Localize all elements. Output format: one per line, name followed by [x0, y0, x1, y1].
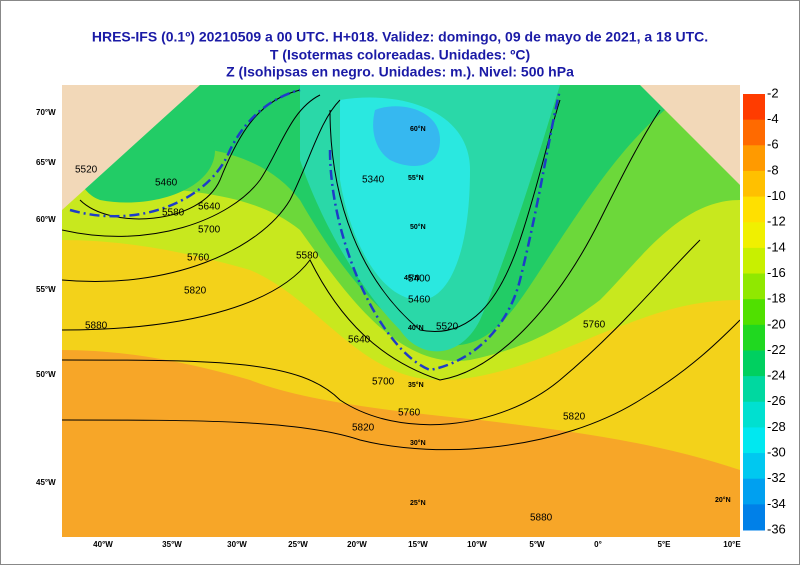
colorbar-label: -10 [767, 188, 786, 203]
colorbar-label: -6 [767, 137, 779, 152]
latitude-label: 40°N [408, 324, 424, 332]
latitude-label: 45°N [404, 274, 420, 282]
colorbar-label: -26 [767, 393, 786, 408]
contour-label: 5520 [75, 165, 98, 176]
colorbar-label: -4 [767, 111, 779, 126]
bottom-label: 40°W [93, 540, 113, 549]
colorbar-swatch [743, 196, 765, 223]
colorbar-label: -28 [767, 419, 786, 434]
colorbar-label: -2 [767, 85, 779, 100]
contour-label: 5400 [408, 274, 431, 285]
colorbar-swatch [743, 350, 765, 377]
bottom-label: 20°W [347, 540, 367, 549]
colorbar-label: -22 [767, 342, 786, 357]
map [62, 85, 740, 537]
colorbar-label: -14 [767, 239, 786, 254]
colorbar-label: -34 [767, 496, 786, 511]
contour-label: 5760 [398, 408, 421, 419]
colorbar-label: -16 [767, 265, 786, 280]
contour-label: 5760 [583, 320, 606, 331]
left-label: 55°W [36, 285, 56, 294]
contour-label: 5880 [530, 513, 553, 524]
bottom-label: 30°W [227, 540, 247, 549]
contour-label: 5520 [436, 322, 459, 333]
colorbar-label: -20 [767, 316, 786, 331]
bottom-label: 15°W [408, 540, 428, 549]
colorbar-label: -8 [767, 162, 779, 177]
left-label: 65°W [36, 158, 56, 167]
bottom-label: 0° [594, 540, 602, 549]
latitude-label: 20°N [715, 496, 731, 504]
bottom-label: 10°E [723, 540, 741, 549]
colorbar-label: -30 [767, 444, 786, 459]
colorbar-label: -24 [767, 368, 786, 383]
contour-label: 5640 [198, 202, 221, 213]
contour-label: 5340 [362, 175, 385, 186]
colorbar-swatch [743, 273, 765, 300]
contour-label: 5460 [408, 295, 431, 306]
colorbar-label: -32 [767, 470, 786, 485]
contour-label: 5820 [563, 412, 586, 423]
contour-label: 5580 [162, 208, 185, 219]
left-label: 60°W [36, 215, 56, 224]
contour-label: 5820 [184, 286, 207, 297]
latitude-label: 25°N [410, 499, 426, 507]
contour-label: 5820 [352, 423, 375, 434]
contour-label: 5640 [348, 335, 371, 346]
colorbar-swatch [743, 299, 765, 326]
colorbar-swatch [743, 119, 765, 146]
latitude-label: 30°N [410, 439, 426, 447]
colorbar-label: -18 [767, 291, 786, 306]
contour-label: 5880 [85, 321, 108, 332]
colorbar-swatch [743, 170, 765, 198]
bottom-label: 10°W [467, 540, 487, 549]
contour-label: 5460 [155, 178, 178, 189]
colorbar-swatch [743, 427, 765, 454]
colorbar-swatch [743, 376, 765, 403]
colorbar-swatch [743, 504, 765, 531]
colorbar-swatch [743, 324, 765, 351]
title-line: Z (Isohipsas en negro. Unidades: m.). Ni… [226, 64, 574, 80]
latitude-label: 35°N [408, 381, 424, 389]
colorbar-swatch [743, 453, 765, 480]
colorbar-swatch [743, 222, 765, 249]
bottom-label: 5°W [529, 540, 545, 549]
left-label: 50°W [36, 370, 56, 379]
contour-label: 5580 [296, 251, 319, 262]
colorbar-swatch [743, 478, 765, 505]
colorbar-label: -36 [767, 521, 786, 536]
bottom-label: 25°W [288, 540, 308, 549]
bottom-label: 5°E [658, 540, 672, 549]
contour-label: 5700 [198, 225, 221, 236]
left-label: 45°W [36, 478, 56, 487]
colorbar-swatch [743, 247, 765, 275]
colorbar-swatch [743, 94, 765, 121]
contour-label: 5760 [187, 253, 210, 264]
latitude-label: 60°N [410, 125, 426, 133]
title-line: HRES-IFS (0.1º) 20210509 a 00 UTC. H+018… [92, 29, 708, 45]
colorbar-swatch [743, 401, 765, 428]
title-line: T (Isotermas coloreadas. Unidades: ºC) [270, 47, 530, 63]
colorbar-label: -12 [767, 214, 786, 229]
colorbar-swatch [743, 145, 765, 172]
bottom-label: 35°W [162, 540, 182, 549]
left-label: 70°W [36, 108, 56, 117]
latitude-label: 55°N [408, 174, 424, 182]
latitude-label: 50°N [410, 223, 426, 231]
contour-label: 5700 [372, 377, 395, 388]
